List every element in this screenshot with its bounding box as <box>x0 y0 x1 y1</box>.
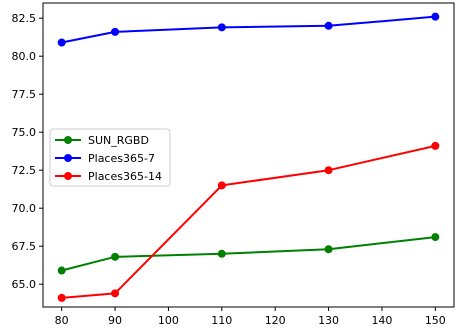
data-point <box>324 166 333 175</box>
data-point <box>217 23 226 32</box>
x-tick-label: 140 <box>371 314 392 327</box>
data-point <box>57 38 66 47</box>
legend-label: Places365-7 <box>88 152 155 165</box>
data-point <box>111 289 120 298</box>
data-point <box>324 245 333 254</box>
y-tick-label: 65.0 <box>12 278 37 291</box>
legend: SUN_RGBD Places365-7 Places365-14 <box>49 128 171 187</box>
x-tick-label: 100 <box>158 314 179 327</box>
legend-label: SUN_RGBD <box>88 134 149 147</box>
data-point <box>111 27 120 36</box>
x-tick-label: 120 <box>265 314 286 327</box>
legend-swatch-marker <box>64 136 72 144</box>
series-line-0 <box>61 236 436 272</box>
y-tick-label: 70.0 <box>12 202 37 215</box>
y-tick-label: 82.5 <box>12 12 37 25</box>
plot-frame <box>42 2 455 308</box>
x-tick-label: 90 <box>108 314 122 327</box>
y-tick-label: 80.0 <box>12 50 37 63</box>
y-axis-ticks: 65.0 67.5 70.0 72.5 75.0 77.5 80.0 82.5 <box>12 12 43 291</box>
y-tick-label: 77.5 <box>12 88 37 101</box>
legend-box <box>49 128 171 187</box>
legend-swatch-marker <box>64 172 72 180</box>
data-point <box>324 21 333 30</box>
legend-label: Places365-14 <box>88 170 162 183</box>
legend-swatch-marker <box>64 154 72 162</box>
y-tick-label: 75.0 <box>12 126 37 139</box>
data-point <box>431 12 440 21</box>
data-point <box>57 266 66 275</box>
x-tick-label: 150 <box>425 314 446 327</box>
y-tick-label: 72.5 <box>12 164 37 177</box>
data-point <box>217 181 226 190</box>
data-point <box>217 249 226 258</box>
series-layer <box>57 12 440 302</box>
data-point <box>431 233 440 242</box>
x-axis-ticks: 80 90 100 110 120 130 140 150 <box>55 307 446 327</box>
data-point <box>57 293 66 302</box>
x-tick-label: 110 <box>211 314 232 327</box>
x-tick-label: 130 <box>318 314 339 327</box>
x-tick-label: 80 <box>55 314 69 327</box>
data-point <box>431 141 440 150</box>
data-point <box>111 252 120 261</box>
y-tick-label: 67.5 <box>12 240 37 253</box>
